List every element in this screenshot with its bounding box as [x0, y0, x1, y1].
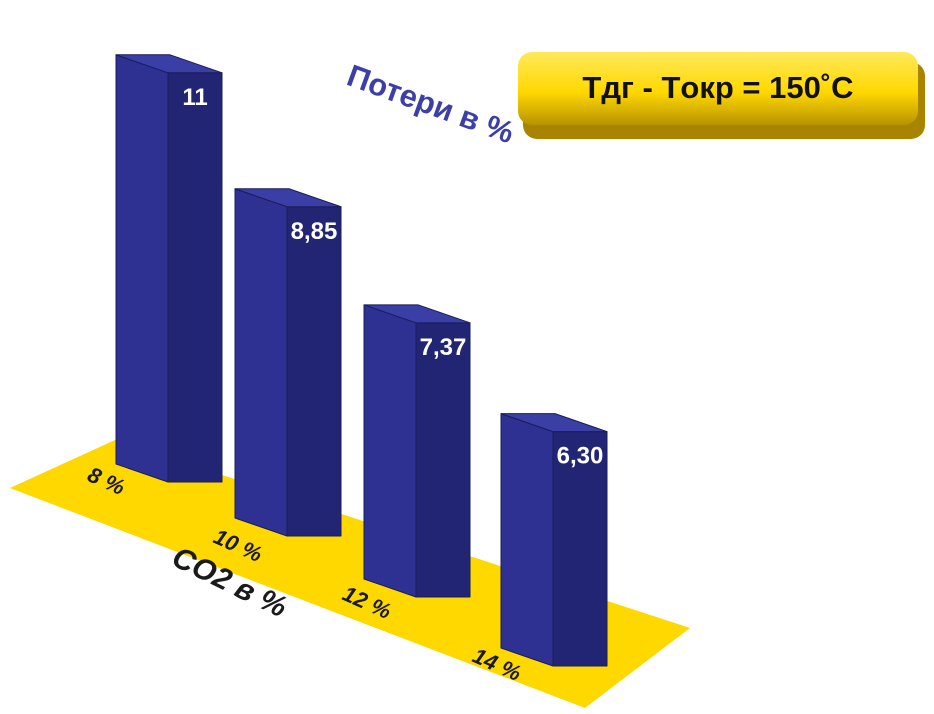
bar-top-face [363, 304, 471, 324]
bar-side-face [167, 72, 223, 483]
bar-top-face [115, 54, 223, 74]
bar: 8,85 [234, 188, 342, 537]
bar-side-face [415, 322, 471, 598]
bar-top-face [234, 188, 342, 208]
bar-front-face [363, 304, 417, 598]
formula-badge: Tдг - Tокр = 150˚C [518, 52, 925, 139]
formula-text: Tдг - Tокр = 150˚C [582, 70, 853, 105]
bars-group: 11 8,85 7,37 6,30 [115, 54, 608, 667]
bar-front-face [234, 188, 288, 537]
bar-value-label: 7,37 [420, 334, 467, 361]
bar-side-face [286, 206, 342, 537]
bar-value-label: 8,85 [291, 218, 338, 245]
bar: 7,37 [363, 304, 471, 598]
bar-front-face [500, 413, 554, 667]
bar-top-face [500, 413, 608, 433]
chart-title: Потери в % [343, 58, 519, 151]
bar: 6,30 [500, 413, 608, 667]
bar-value-label: 11 [182, 84, 207, 111]
bar-front-face [115, 54, 169, 483]
bar: 11 [115, 54, 223, 483]
bar-value-label: 6,30 [557, 443, 604, 470]
